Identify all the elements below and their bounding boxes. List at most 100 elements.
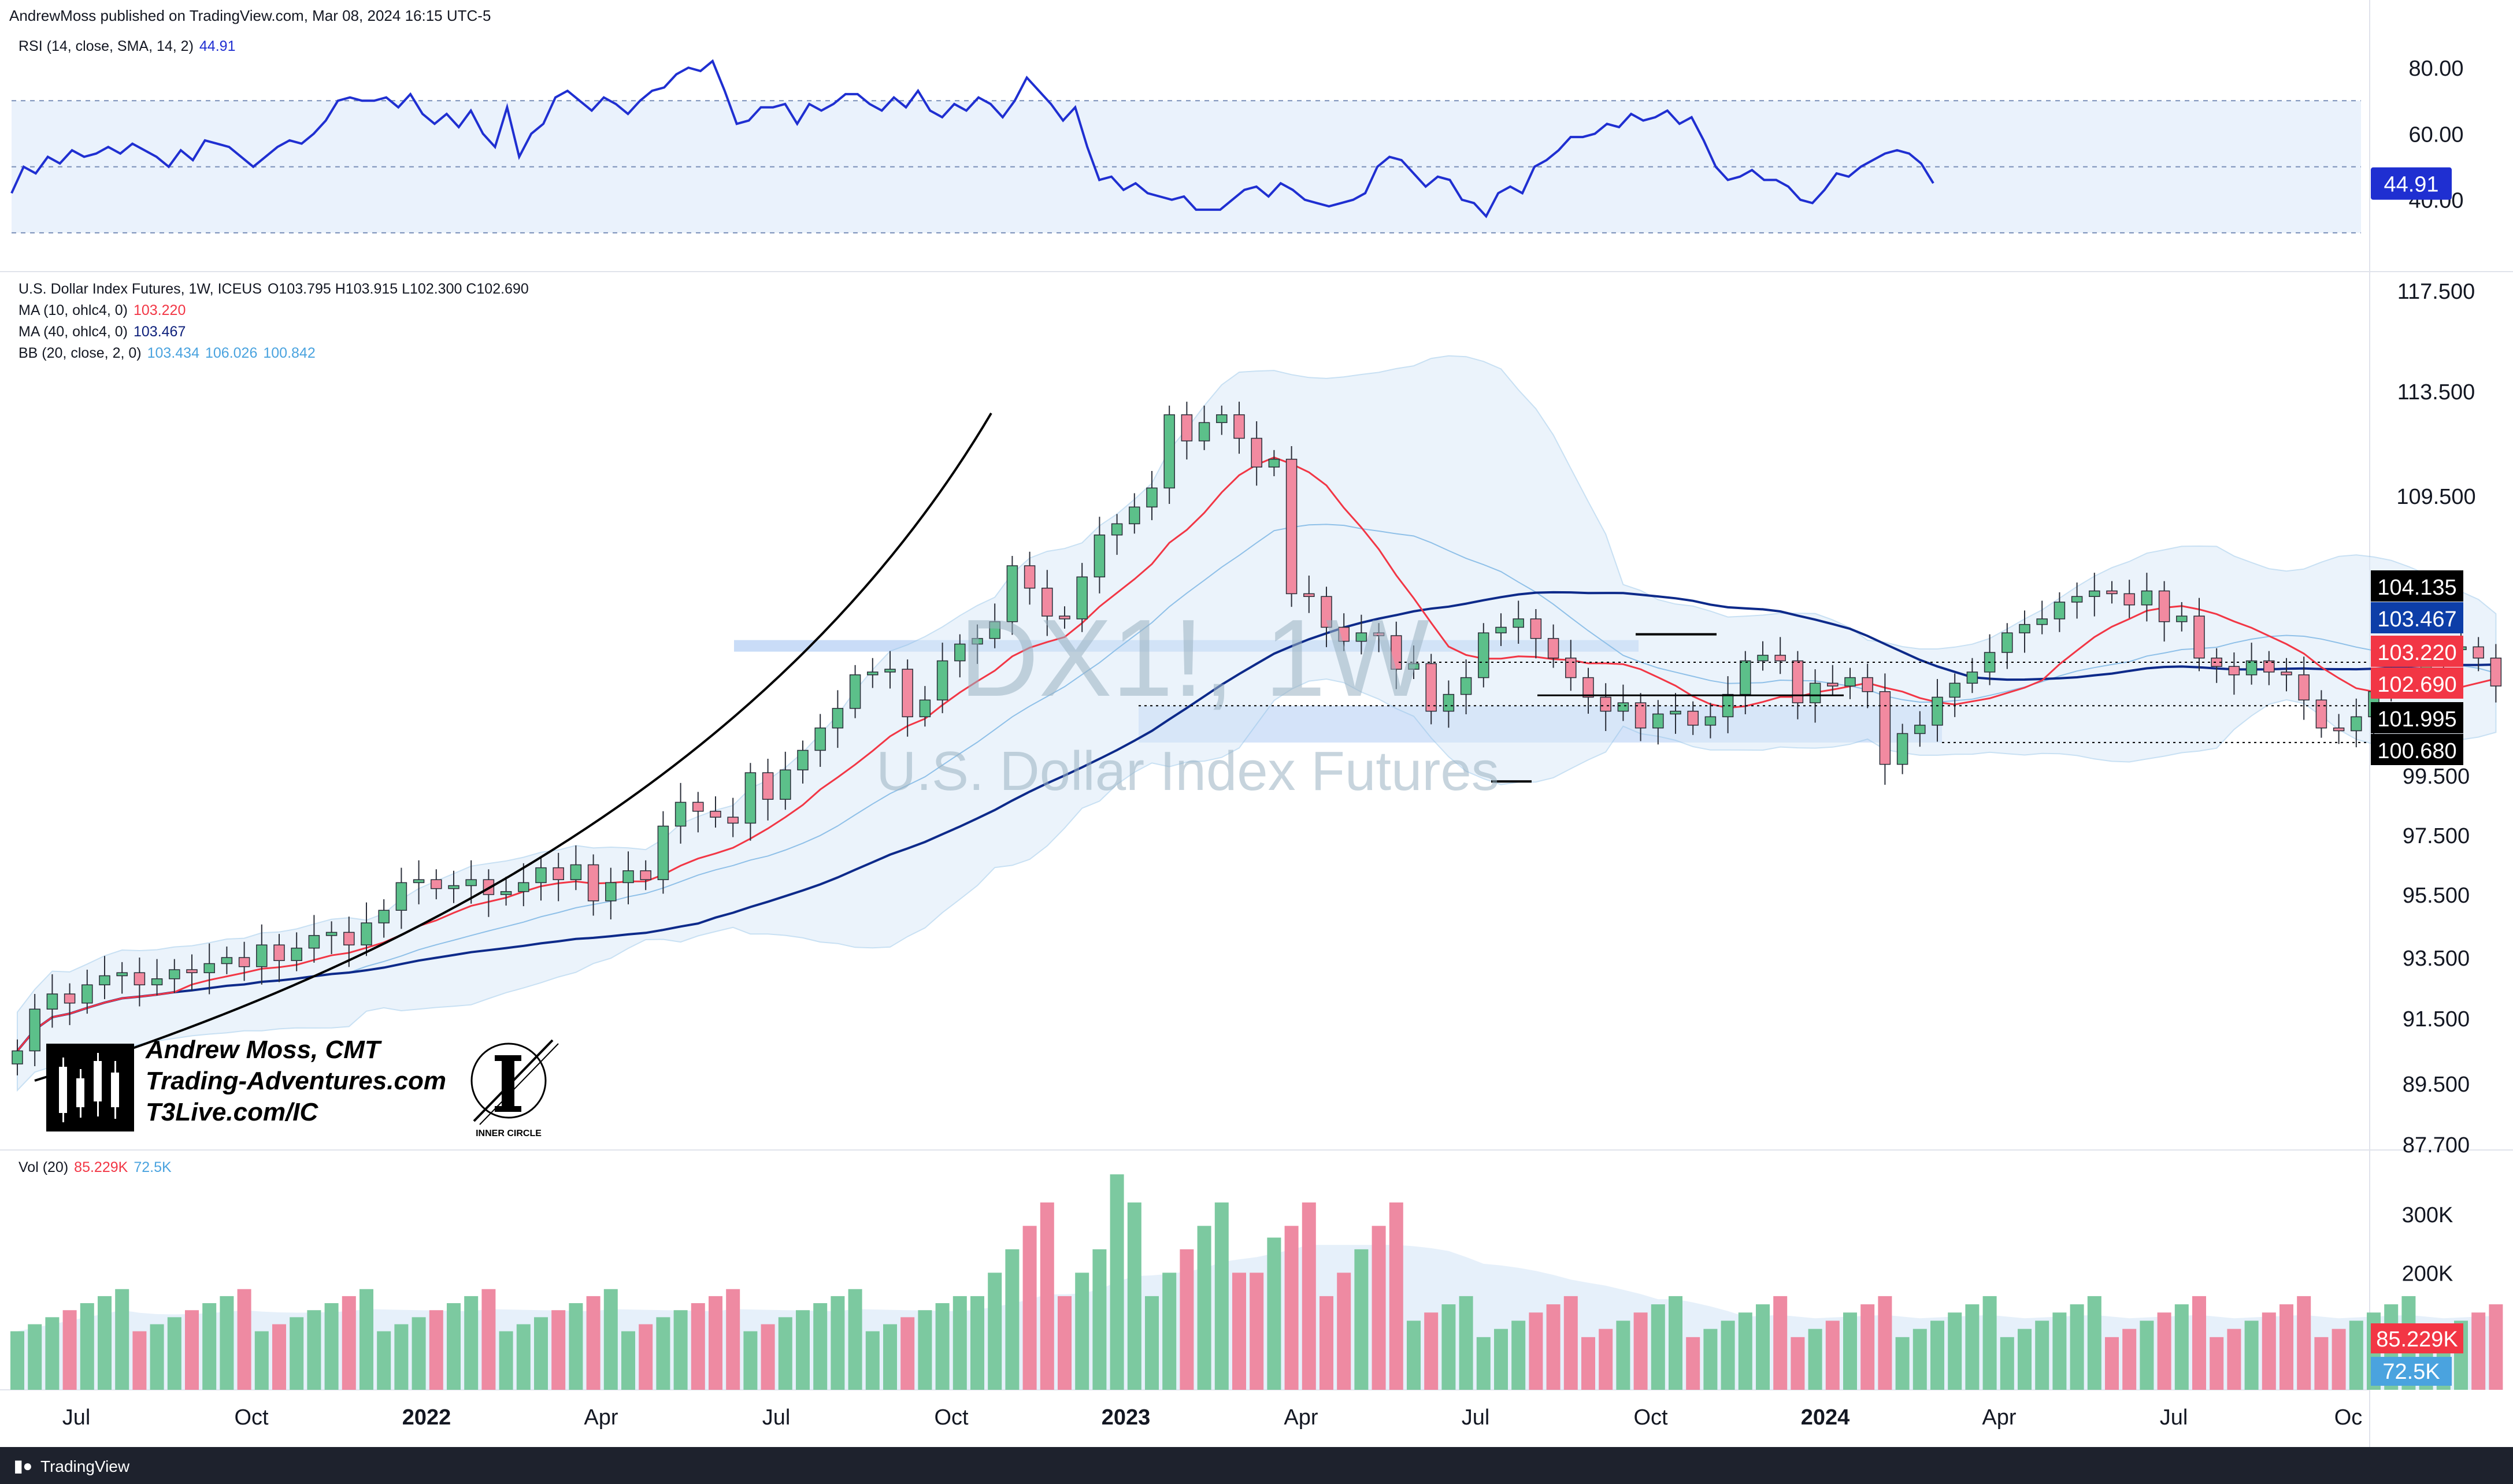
time-tick-label: 2022 [402,1405,451,1430]
candle-body [134,972,146,985]
candle-body [587,864,599,901]
price-badge-label: 101.995 [2377,707,2456,732]
time-tick-label: Apr [1982,1405,2016,1430]
time-tick-label: Apr [584,1405,618,1430]
candle-body [1600,696,1611,712]
candle-body [2141,590,2153,606]
bb-upper: 106.026 [205,345,258,361]
volume-bar [1511,1320,1526,1390]
candle-body [431,879,442,889]
candle-body [151,978,163,985]
volume-tick-label: 300K [2402,1203,2453,1227]
bollinger-band-fill [17,355,2497,1092]
volume-tick-label: 200K [2402,1262,2453,1286]
candle-body [867,671,879,676]
candle-body [1006,565,1018,622]
volume-bar [761,1324,775,1390]
volume-bar [639,1324,653,1390]
price-badge-label: 103.220 [2377,641,2456,665]
candle-body [1966,671,1978,684]
trendline-curve [34,412,992,1082]
volume-bar [691,1303,705,1390]
volume-bar [1441,1304,1456,1390]
candle-body [99,975,110,985]
price-tick-label: 91.500 [2403,1007,2470,1032]
candle-body [919,699,931,718]
candle-body [2298,674,2310,701]
volume-bar [185,1310,199,1390]
symbol-line: U.S. Dollar Index Futures, 1W, ICEUS [18,281,262,297]
volume-bar [1494,1329,1508,1390]
candle-body [1670,710,1681,715]
volume-bar [1250,1272,1264,1390]
volume-bar [516,1324,531,1390]
candle-body [605,882,617,901]
time-tick-label: Jul [2160,1405,2188,1430]
volume-bar [1372,1226,1386,1390]
time-tick-label: Oct [1633,1405,1668,1430]
volume-bar [98,1296,112,1390]
volume-bar [2227,1329,2241,1390]
volume-bar [743,1331,758,1390]
volume-bar [621,1331,635,1390]
price-tick-label: 113.500 [2397,380,2475,405]
volume-bar [132,1331,147,1390]
volume-legend-ma: 72.5K [134,1159,172,1175]
volume-bar [481,1289,496,1390]
time-tick-label: Jul [62,1405,91,1430]
volume-bar [1773,1296,1788,1390]
volume-bar [412,1317,426,1390]
candle-body [1198,422,1210,442]
candle-body [64,993,76,1004]
volume-bar [1529,1312,1543,1390]
volume-bar [254,1331,269,1390]
price-badge [2371,734,2463,765]
volume-ma-badge-label: 72.5K [2382,1360,2440,1384]
rsi-legend-value: 44.91 [199,38,236,54]
candle-body [2315,699,2327,729]
candle-body [2245,660,2258,676]
volume-bar [1267,1237,1281,1390]
volume-bar [935,1303,950,1390]
candle-body [1652,713,1664,729]
candle-body [814,727,826,751]
volume-bar [150,1324,164,1390]
price-badge [2371,667,2463,699]
volume-bar [1651,1304,1665,1390]
price-badge [2371,570,2463,602]
volume-bar [359,1289,373,1390]
volume-bar [1145,1296,1159,1390]
candle-body [1268,458,1280,468]
volume-bar [272,1324,286,1390]
candle-body [2211,657,2222,667]
candle-body [1181,414,1193,442]
volume-bar [1721,1320,1735,1390]
volume-bar [2314,1337,2329,1390]
candle-body [1478,632,1489,678]
tradingview-logo-icon[interactable]: ▮● [14,1457,33,1475]
volume-bar [900,1317,915,1390]
volume-bar [2140,1320,2154,1390]
volume-bar [970,1296,984,1390]
volume-bar [1895,1337,1910,1390]
candle-body [1321,596,1332,628]
candle-body [1757,655,1769,662]
volume-bar [918,1310,932,1390]
volume-bar [586,1296,601,1390]
volume-bar [2052,1312,2067,1390]
time-tick-label: Oct [234,1405,269,1430]
volume-bar [1878,1296,1892,1390]
candle-body [692,802,704,812]
candle-body [2123,593,2135,606]
candle-body [1896,733,1908,765]
footer-brand[interactable]: TradingView [40,1457,130,1475]
volume-bar [1616,1320,1630,1390]
price-tick-label: 89.500 [2403,1073,2470,1097]
volume-bar [2174,1304,2189,1390]
ohlc-values: O103.795 H103.915 L102.300 C102.690 [267,281,529,297]
time-tick-label: Apr [1284,1405,1318,1430]
volume-bar [813,1303,828,1390]
price-tick-label: 99.500 [2403,765,2470,789]
candle-body [2001,632,2013,653]
volume-bar [726,1289,740,1390]
